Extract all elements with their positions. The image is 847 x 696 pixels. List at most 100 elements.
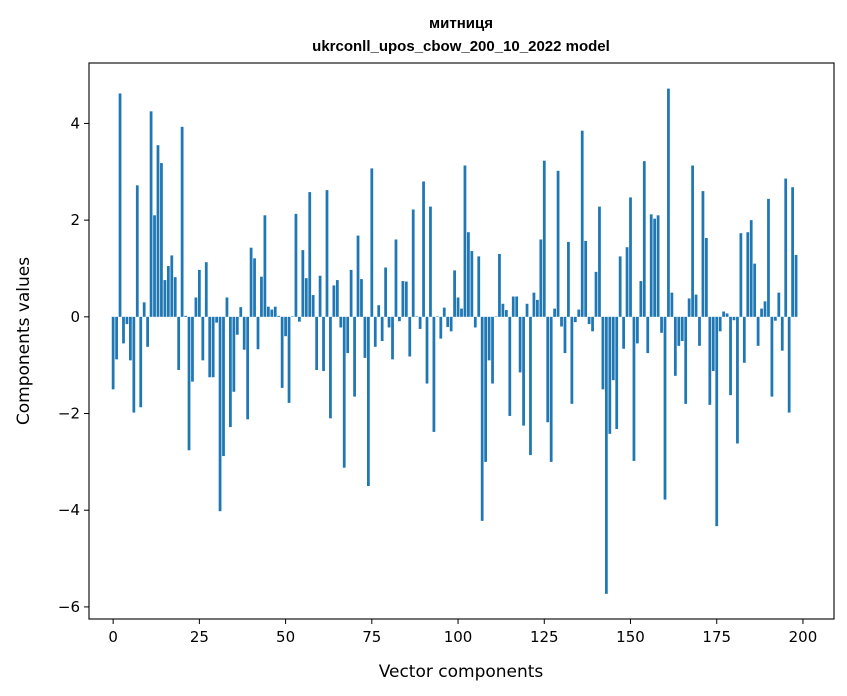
bar-2 xyxy=(118,93,122,317)
y-tick-label: −2 xyxy=(58,405,80,423)
bar-36 xyxy=(235,316,239,335)
bar-165 xyxy=(680,316,684,341)
bar-191 xyxy=(770,316,774,397)
bar-160 xyxy=(663,316,667,500)
bar-106 xyxy=(477,256,481,317)
bar-48 xyxy=(277,315,281,317)
bar-10 xyxy=(146,316,150,347)
x-tick-label: 125 xyxy=(530,628,559,646)
bar-174 xyxy=(711,316,715,371)
bar-177 xyxy=(722,311,726,317)
bar-54 xyxy=(298,316,301,322)
bar-145 xyxy=(611,316,615,381)
bar-72 xyxy=(360,279,363,317)
bar-130 xyxy=(560,316,563,327)
bar-99 xyxy=(453,270,456,317)
bar-193 xyxy=(777,292,781,317)
bar-19 xyxy=(177,316,181,371)
bar-58 xyxy=(311,295,315,317)
bar-114 xyxy=(504,310,508,317)
bar-76 xyxy=(373,316,377,347)
bar-128 xyxy=(553,308,557,317)
bar-151 xyxy=(632,316,636,461)
bar-156 xyxy=(649,214,653,317)
x-tick-label: 0 xyxy=(108,628,118,646)
bar-115 xyxy=(508,316,512,416)
bar-148 xyxy=(622,316,625,349)
x-tick-label: 200 xyxy=(789,628,818,646)
bar-47 xyxy=(273,306,277,317)
bar-166 xyxy=(684,316,688,404)
bar-56 xyxy=(304,278,308,317)
x-tick-label: 150 xyxy=(616,628,645,646)
bar-146 xyxy=(615,316,619,429)
y-tick-label: 4 xyxy=(70,114,80,132)
bar-197 xyxy=(791,187,794,317)
bar-8 xyxy=(139,316,143,408)
bar-175 xyxy=(715,316,719,527)
bar-131 xyxy=(563,316,567,354)
y-axis-ticks: −6 −4 −2 0 2 4 xyxy=(58,114,89,616)
bar-37 xyxy=(239,307,243,317)
bar-180 xyxy=(732,316,736,321)
bar-149 xyxy=(625,247,629,317)
bar-96 xyxy=(442,307,446,317)
bar-135 xyxy=(577,309,581,317)
bar-33 xyxy=(225,297,229,317)
bar-120 xyxy=(525,303,529,317)
bar-70 xyxy=(353,316,356,397)
bar-61 xyxy=(322,316,325,371)
bar-138 xyxy=(587,316,591,325)
bar-51 xyxy=(287,316,291,403)
bar-16 xyxy=(166,266,170,317)
bar-159 xyxy=(660,316,663,333)
bar-66 xyxy=(339,316,343,328)
bar-13 xyxy=(156,145,160,317)
bar-127 xyxy=(549,316,553,462)
bar-122 xyxy=(532,292,536,317)
bar-65 xyxy=(335,280,339,317)
bar-198 xyxy=(794,254,798,317)
bar-162 xyxy=(670,292,674,317)
bar-1 xyxy=(115,316,118,360)
bar-49 xyxy=(280,316,284,388)
bar-158 xyxy=(656,215,660,317)
bar-171 xyxy=(701,191,705,317)
bar-78 xyxy=(380,316,384,341)
bar-142 xyxy=(601,316,605,390)
bar-98 xyxy=(449,316,453,332)
bar-81 xyxy=(391,316,394,360)
bar-153 xyxy=(639,281,643,317)
bar-79 xyxy=(384,267,387,317)
bar-60 xyxy=(318,275,322,317)
bar-117 xyxy=(515,296,519,317)
bar-31 xyxy=(218,316,222,512)
bar-27 xyxy=(204,262,208,317)
bar-105 xyxy=(473,316,477,328)
bars-group xyxy=(111,88,798,594)
bar-46 xyxy=(270,309,274,317)
bar-169 xyxy=(694,294,698,317)
bar-134 xyxy=(573,316,577,323)
bar-116 xyxy=(511,296,515,317)
x-axis-ticks: 0 25 50 75 100 125 150 175 200 xyxy=(108,619,817,646)
bar-92 xyxy=(429,206,432,317)
bar-181 xyxy=(736,316,739,444)
bar-147 xyxy=(618,256,622,317)
bar-5 xyxy=(129,316,132,361)
plot-frame xyxy=(88,62,835,620)
bar-64 xyxy=(332,285,336,317)
bar-182 xyxy=(739,233,743,317)
bar-39 xyxy=(246,316,250,420)
bar-45 xyxy=(266,306,270,317)
bar-152 xyxy=(636,316,639,344)
bar-109 xyxy=(487,316,491,361)
bar-44 xyxy=(263,215,267,317)
bar-74 xyxy=(367,316,370,487)
bar-40 xyxy=(249,247,253,317)
bar-187 xyxy=(756,316,760,346)
bar-133 xyxy=(570,316,574,404)
bar-9 xyxy=(142,302,146,317)
bar-176 xyxy=(718,316,722,332)
bar-29 xyxy=(211,316,215,378)
